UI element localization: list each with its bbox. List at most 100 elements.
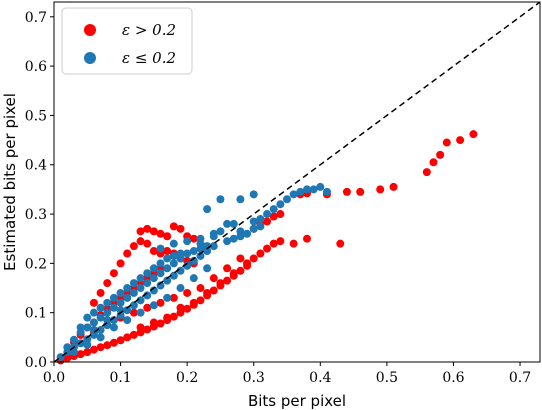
plot-frame: [53, 1, 541, 363]
data-point-red-47: [143, 303, 152, 312]
data-point-blue-71: [156, 259, 165, 268]
data-point-blue-82: [216, 227, 225, 236]
data-point-red-61: [216, 279, 225, 288]
data-point-red-102: [342, 187, 351, 196]
data-point-blue-28: [89, 318, 98, 327]
data-point-red-10: [123, 333, 132, 342]
data-point-blue-27: [83, 323, 92, 332]
data-point-red-21: [196, 296, 205, 305]
data-point-red-65: [96, 288, 105, 297]
data-point-blue-46: [69, 348, 78, 357]
x-tick-label: 0.6: [442, 370, 464, 386]
data-point-blue-105: [209, 229, 218, 238]
data-point-blue-60: [123, 284, 132, 293]
x-tick-label: 0.0: [43, 370, 65, 386]
data-point-red-83: [156, 229, 165, 238]
data-point-blue-108: [116, 306, 125, 315]
x-tick-label: 0.4: [309, 370, 331, 386]
data-point-red-113: [456, 136, 465, 145]
data-point-red-52: [209, 274, 218, 283]
data-point-blue-64: [176, 249, 185, 258]
data-point-red-54: [236, 254, 245, 263]
series-red-points: [56, 130, 478, 365]
data-point-blue-52: [149, 301, 158, 310]
data-point-blue-15: [156, 281, 165, 290]
data-point-blue-35: [136, 284, 145, 293]
data-point-blue-65: [76, 323, 85, 332]
data-point-blue-95: [322, 187, 331, 196]
data-point-blue-63: [163, 254, 172, 263]
data-point-red-57: [163, 313, 172, 322]
data-point-blue-86: [249, 224, 258, 233]
data-point-red-19: [183, 304, 192, 313]
data-point-red-96: [263, 217, 272, 226]
data-point-blue-99: [256, 214, 265, 223]
data-point-blue-31: [109, 303, 118, 312]
data-point-blue-19: [183, 261, 192, 270]
data-point-blue-18: [176, 266, 185, 275]
data-point-red-85: [169, 222, 178, 231]
data-point-blue-83: [223, 219, 232, 228]
data-point-blue-75: [183, 237, 192, 246]
data-point-red-50: [183, 288, 192, 297]
data-point-red-15: [156, 319, 165, 328]
data-point-blue-94: [316, 182, 325, 191]
data-point-blue-42: [183, 249, 192, 258]
x-tick-label: 0.7: [509, 370, 531, 386]
y-tick-label: 0.1: [25, 306, 47, 322]
data-point-blue-93: [309, 185, 318, 194]
data-point-blue-68: [116, 288, 125, 297]
data-point-blue-21: [196, 251, 205, 260]
y-axis-label: Estimated bits per pixel: [1, 93, 19, 271]
data-point-blue-33: [123, 293, 132, 302]
legend-marker-blue: [84, 52, 96, 64]
y-tick-label: 0.0: [25, 355, 47, 371]
data-point-red-51: [196, 284, 205, 293]
series-blue-points: [56, 182, 331, 362]
data-point-blue-67: [103, 298, 112, 307]
data-point-red-3: [76, 350, 85, 359]
data-point-red-111: [436, 150, 445, 159]
legend-label-red: ε > 0.2: [122, 21, 176, 39]
data-point-blue-74: [169, 239, 178, 248]
data-point-red-9: [116, 336, 125, 345]
data-point-red-80: [136, 227, 145, 236]
data-point-red-58: [176, 303, 185, 312]
data-point-blue-78: [223, 237, 232, 246]
data-point-red-6: [96, 343, 105, 352]
data-point-blue-101: [216, 195, 225, 204]
data-point-blue-92: [302, 185, 311, 194]
data-point-blue-89: [269, 205, 278, 214]
data-point-blue-85: [236, 227, 245, 236]
data-point-blue-53: [163, 293, 172, 302]
data-point-red-98: [276, 210, 285, 219]
data-point-red-67: [109, 269, 118, 278]
data-point-red-106: [336, 239, 345, 248]
data-point-blue-98: [249, 217, 258, 226]
data-point-blue-58: [96, 303, 105, 312]
data-point-blue-107: [103, 316, 112, 325]
data-point-red-56: [149, 318, 158, 327]
data-point-red-1: [63, 354, 72, 363]
data-point-blue-100: [203, 205, 212, 214]
data-point-blue-62: [149, 264, 158, 273]
data-point-blue-13: [143, 291, 152, 300]
data-point-red-68: [116, 259, 125, 268]
data-point-red-86: [176, 224, 185, 233]
data-point-blue-66: [89, 308, 98, 317]
x-tick-label: 0.2: [176, 370, 198, 386]
data-point-blue-90: [276, 200, 285, 209]
data-point-blue-20: [189, 256, 198, 265]
data-point-blue-40: [169, 259, 178, 268]
data-point-red-108: [302, 234, 311, 243]
data-point-red-17: [169, 312, 178, 321]
data-point-red-63: [243, 259, 252, 268]
y-tick-label: 0.2: [25, 256, 47, 272]
data-point-blue-72: [169, 251, 178, 260]
data-point-red-82: [149, 227, 158, 236]
data-point-blue-14: [149, 286, 158, 295]
data-point-red-97: [269, 212, 278, 221]
data-point-red-69: [123, 249, 132, 258]
data-point-blue-102: [236, 195, 245, 204]
data-point-red-5: [89, 345, 98, 354]
